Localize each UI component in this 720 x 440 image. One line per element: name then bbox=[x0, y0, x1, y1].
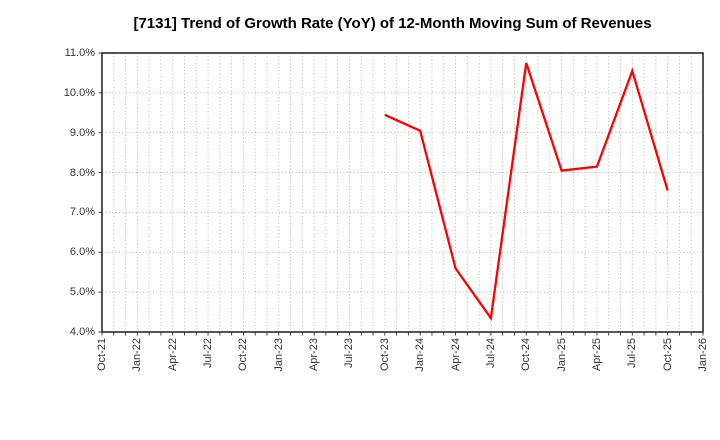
x-tick-label: Jul-25 bbox=[626, 338, 639, 368]
x-tick-label: Jan-23 bbox=[272, 338, 285, 372]
x-tick-label: Oct-24 bbox=[520, 338, 533, 372]
axes-frame bbox=[101, 52, 704, 333]
x-tick-label: Oct-21 bbox=[96, 338, 108, 372]
x-tick-label: Apr-22 bbox=[166, 338, 179, 372]
x-tick-label: Jan-24 bbox=[414, 338, 427, 372]
x-tick-label: Jul-24 bbox=[484, 338, 497, 368]
y-tick-label: 5.0% bbox=[69, 286, 95, 299]
x-tick-label: Jan-22 bbox=[131, 338, 144, 372]
y-tick-label: 7.0% bbox=[69, 206, 95, 219]
x-tick-label: Jul-22 bbox=[202, 338, 215, 368]
growth-rate-line bbox=[384, 62, 669, 322]
y-tick-label: 11.0% bbox=[64, 47, 95, 59]
x-tick-label: Oct-22 bbox=[237, 338, 250, 372]
x-tick-label: Apr-25 bbox=[590, 338, 603, 372]
x-tick-label: Oct-25 bbox=[661, 338, 674, 372]
x-tick-label: Oct-23 bbox=[378, 338, 391, 372]
x-tick-label: Jan-25 bbox=[555, 338, 568, 372]
x-tick-label: Apr-23 bbox=[308, 338, 321, 372]
x-tick-label: Apr-24 bbox=[449, 338, 462, 372]
x-tick-label: Jul-23 bbox=[343, 338, 356, 368]
chart-title: [7131] Trend of Growth Rate (YoY) of 12-… bbox=[133, 15, 652, 32]
y-tick-label: 4.0% bbox=[69, 326, 95, 338]
y-tick-label: 6.0% bbox=[69, 246, 95, 259]
y-tick-label: 10.0% bbox=[63, 86, 95, 99]
x-tick-label: Jan-26 bbox=[697, 338, 709, 372]
y-tick-label: 9.0% bbox=[69, 126, 95, 139]
y-tick-label: 8.0% bbox=[69, 166, 95, 179]
